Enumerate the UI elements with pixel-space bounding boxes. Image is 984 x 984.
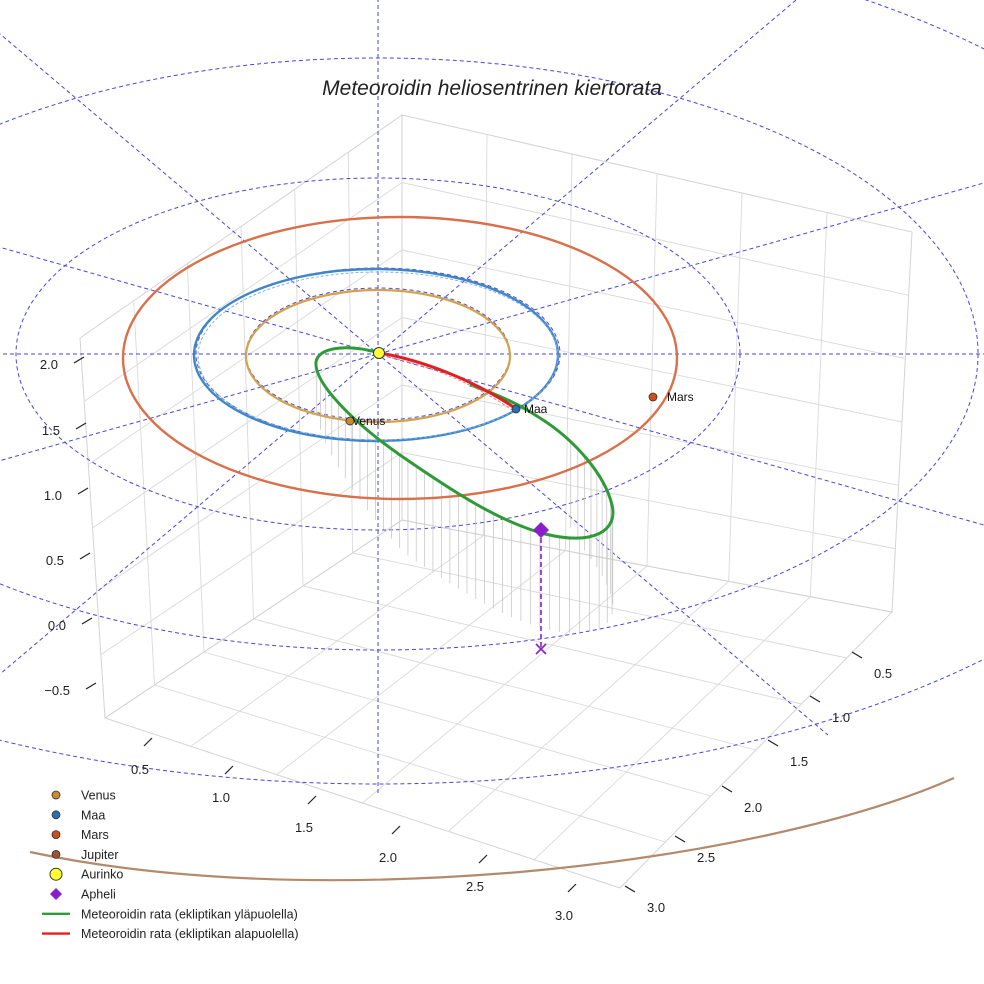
grid-line xyxy=(401,317,903,423)
z-tick-mark xyxy=(81,617,93,625)
legend-label: Apheli xyxy=(81,888,116,902)
grid-line xyxy=(352,552,847,659)
z-tick-label: 0.5 xyxy=(46,553,64,568)
x-tick-label: 3.0 xyxy=(555,908,573,923)
x-tick-mark xyxy=(307,795,317,805)
z-axis: −0.5 0.0 0.5 1.0 1.5 2.0 xyxy=(40,356,97,698)
z-tick-mark xyxy=(73,356,85,364)
y-tick-mark xyxy=(851,651,863,659)
jupiter-orbit xyxy=(29,776,955,882)
x-tick-mark xyxy=(478,854,488,864)
x-tick-label: 1.0 xyxy=(212,790,230,805)
chart-title: Meteoroidin heliosentrinen kiertorata xyxy=(322,77,662,100)
x-tick-label: 1.5 xyxy=(295,820,313,835)
legend-item: Venus xyxy=(51,789,116,803)
z-tick-label: 0.0 xyxy=(48,618,66,633)
y-tick-mark xyxy=(721,785,733,793)
y-tick-label: 2.5 xyxy=(697,850,715,865)
legend-marker xyxy=(51,790,61,800)
aphelion-marker xyxy=(533,522,549,538)
grid-line xyxy=(533,596,811,860)
z-tick-mark xyxy=(75,422,87,430)
legend-item: Meteoroidin rata (ekliptikan yläpuolella… xyxy=(42,907,298,921)
grid-line xyxy=(401,249,906,360)
earth-label: Maa xyxy=(524,402,548,416)
x-tick-mark xyxy=(224,765,234,775)
legend-label: Meteoroidin rata (ekliptikan yläpuolella… xyxy=(81,907,298,921)
earth-marker xyxy=(511,404,521,414)
x-tick-mark xyxy=(143,737,153,747)
legend-marker xyxy=(51,810,61,820)
legend-marker xyxy=(50,888,62,900)
venus-orbit xyxy=(244,288,512,424)
y-tick-mark xyxy=(624,885,636,893)
grid-line xyxy=(401,384,899,486)
z-tick-mark xyxy=(85,682,97,690)
legend-label: Maa xyxy=(81,808,105,822)
legend-marker xyxy=(51,830,61,839)
z-tick-label: 1.5 xyxy=(42,423,60,438)
mars-marker xyxy=(648,392,658,402)
legend-label: Jupiter xyxy=(81,848,119,862)
x-axis: 0.5 1.0 1.5 2.0 2.5 3.0 xyxy=(131,737,577,923)
legend: Venus Maa Mars Jupiter Aurinko Apheli Meteoroi… xyxy=(42,789,298,941)
axes-grid xyxy=(79,114,913,889)
y-tick-label: 1.5 xyxy=(790,754,808,769)
y-tick-mark xyxy=(767,739,779,747)
mars-label: Mars xyxy=(667,390,694,404)
legend-item: Meteoroidin rata (ekliptikan alapuolella… xyxy=(42,927,298,941)
legend-label: Aurinko xyxy=(81,868,123,882)
z-tick-mark xyxy=(79,552,91,560)
orbit-drop-lines xyxy=(316,369,614,633)
grid-line xyxy=(362,565,648,804)
z-tick-label: 1.0 xyxy=(44,488,62,503)
z-tick-label: −0.5 xyxy=(44,683,70,698)
y-axis: 0.5 1.0 1.5 2.0 2.5 3.0 xyxy=(624,651,892,915)
mars-orbit xyxy=(121,215,679,501)
legend-item: Maa xyxy=(51,808,105,822)
legend-item: Mars xyxy=(51,828,109,842)
legend-marker xyxy=(51,850,61,859)
y-tick-label: 1.0 xyxy=(832,710,850,725)
x-tick-label: 2.5 xyxy=(466,879,484,894)
earth-orbit-dashed xyxy=(197,271,559,441)
y-tick-label: 0.5 xyxy=(874,666,892,681)
meteoroid-orbit-below xyxy=(379,351,516,410)
grid-line xyxy=(401,182,909,296)
z-tick-label: 2.0 xyxy=(40,357,58,372)
sun-marker xyxy=(373,347,385,359)
legend-item: Jupiter xyxy=(51,848,119,862)
x-tick-label: 2.0 xyxy=(379,850,397,865)
y-tick-label: 3.0 xyxy=(647,900,665,915)
legend-label: Mars xyxy=(81,828,109,842)
venus-marker xyxy=(345,416,355,426)
x-tick-label: 0.5 xyxy=(131,762,149,777)
polar-grid-spoke xyxy=(0,182,984,462)
z-tick-mark xyxy=(77,487,89,495)
legend-label: Meteoroidin rata (ekliptikan alapuolella… xyxy=(81,927,298,941)
legend-item: Apheli xyxy=(50,888,116,902)
grid-line xyxy=(100,452,403,656)
aphelion-projection-marker xyxy=(535,643,547,655)
x-tick-mark xyxy=(391,825,401,835)
legend-item: Aurinko xyxy=(49,867,123,882)
legend-label: Venus xyxy=(81,789,116,803)
y-tick-mark xyxy=(674,835,686,843)
grid-lines xyxy=(83,134,909,860)
legend-marker xyxy=(49,867,63,881)
y-tick-mark xyxy=(809,695,821,703)
grid-line xyxy=(448,580,729,832)
x-tick-mark xyxy=(567,883,577,893)
y-tick-label: 2.0 xyxy=(744,800,762,815)
grid-line xyxy=(401,452,896,550)
grid-line xyxy=(92,317,403,529)
venus-label: Venus xyxy=(352,414,385,428)
